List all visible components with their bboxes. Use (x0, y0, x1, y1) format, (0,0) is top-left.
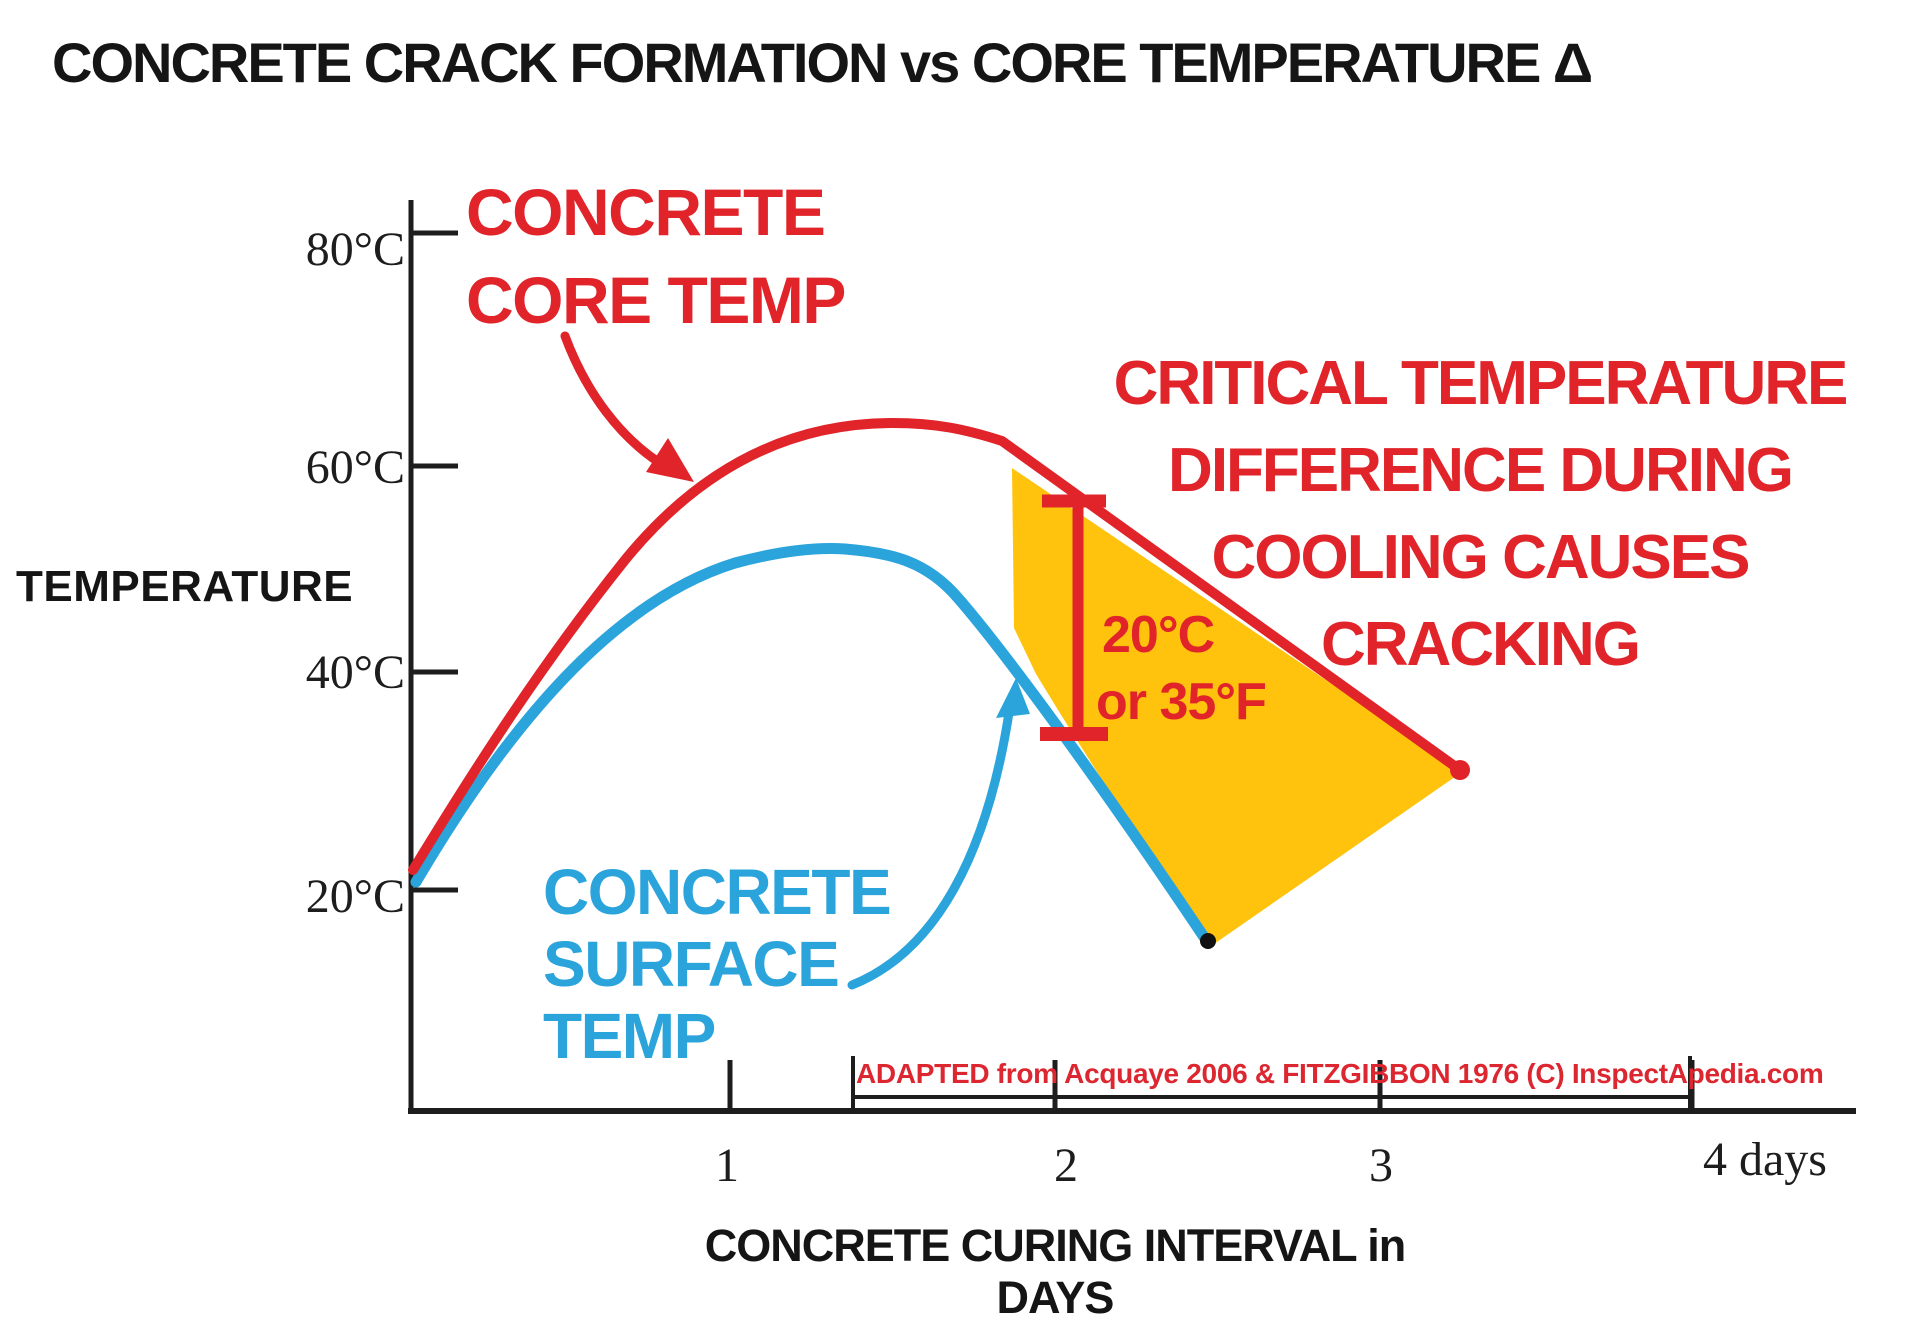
x-axis-title: CONCRETE CURING INTERVAL in DAYS (704, 1220, 1407, 1323)
critical-callout-line2: DIFFERENCE DURING (1168, 436, 1794, 505)
delta-value-label-alt: or 35°F (1096, 673, 1267, 731)
critical-callout-line4: CRACKING (1320, 610, 1641, 679)
critical-callout-line3: COOLING CAUSES (1211, 523, 1751, 592)
surface-temp-curve (410, 543, 1212, 946)
core-temp-label-line2: CORE TEMP (466, 263, 846, 337)
core-arrowhead-icon (646, 438, 694, 482)
y-tick-label-60: 60°C (305, 441, 405, 494)
surface-temp-label-line3: TEMP (543, 1000, 716, 1072)
core-curve-end-dot (1450, 760, 1470, 780)
surface-temp-label: CONCRETE SURFACE TEMP (543, 856, 892, 1072)
surface-temp-label-line1: CONCRETE (543, 856, 892, 928)
y-tick-label-80: 80°C (305, 223, 405, 276)
y-tick-label-20: 20°C (305, 870, 405, 923)
delta-value-label: 20°C (1102, 606, 1215, 664)
x-tick-label-1: 1 (715, 1139, 739, 1192)
surface-temp-label-line2: SURFACE (543, 928, 840, 1000)
core-temp-curve (408, 417, 1465, 875)
surface-curve-end-dot (1200, 933, 1216, 949)
x-tick-label-4days: 4 days (1703, 1133, 1827, 1186)
critical-difference-callout: CRITICAL TEMPERATURE DIFFERENCE DURING C… (1080, 340, 1880, 688)
critical-callout-line1: CRITICAL TEMPERATURE (1113, 349, 1849, 418)
core-temp-label-line1: CONCRETE (466, 175, 826, 249)
chart-title: CONCRETE CRACK FORMATION vs CORE TEMPERA… (52, 31, 1593, 94)
y-axis-title: TEMPERATURE (16, 562, 354, 611)
surface-arrow (847, 701, 1015, 990)
surface-arrowhead-icon (996, 678, 1030, 718)
core-temp-label: CONCRETE CORE TEMP (466, 168, 846, 344)
critical-area-highlight (1012, 468, 1462, 944)
core-arrow (560, 331, 673, 473)
x-tick-label-2: 2 (1054, 1139, 1078, 1192)
y-tick-label-40: 40°C (305, 646, 405, 699)
source-credit: ADAPTED from Acquaye 2006 & FITZGIBBON 1… (856, 1058, 1824, 1089)
x-tick-label-3: 3 (1369, 1139, 1393, 1192)
